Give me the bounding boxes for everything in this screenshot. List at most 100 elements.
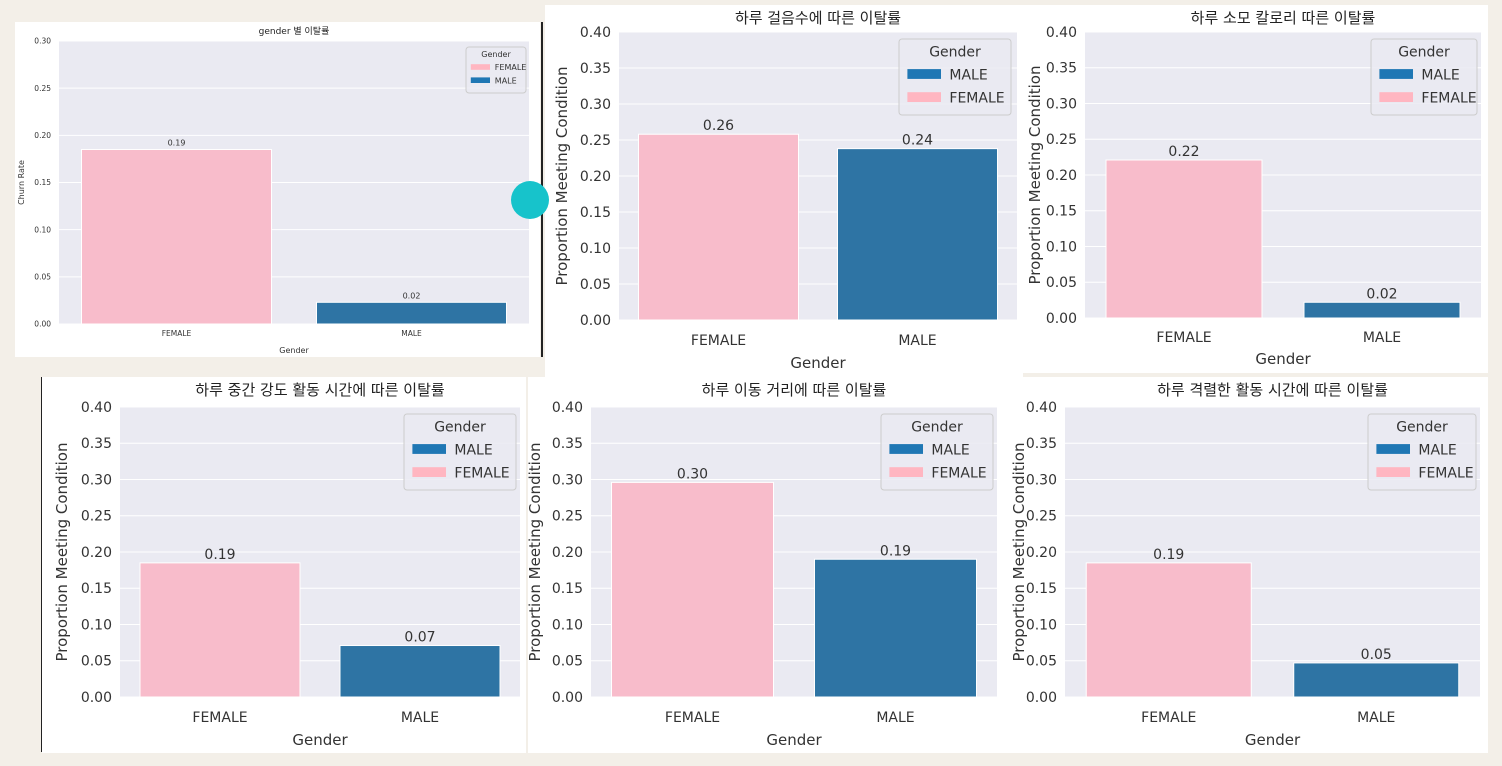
x-tick-label: MALE [1357,710,1395,726]
legend-swatch-female [889,467,923,477]
data-label: 0.02 [1366,286,1397,302]
y-tick-label: 0.10 [552,617,583,633]
data-label: 0.19 [880,543,911,559]
y-tick-label: 0.20 [552,545,583,561]
divider-line [41,377,42,752]
chart-panel-2: 0.00 0.05 0.10 0.15 0.20 0.25 0.30 0.35 0.40 0.26… [545,5,1023,377]
legend-title: Gender [911,420,963,436]
legend-swatch-female [1376,467,1410,477]
chart-gender-churn: 0.00 0.05 0.10 0.15 0.20 0.25 0.30 0.19 FEMALE 0.… [17,26,529,355]
y-tick-label: 0.05 [34,272,51,281]
data-label: 0.26 [703,118,734,134]
y-tick-label: 0.40 [552,400,583,416]
bar-female [638,133,799,321]
chart-panel-1: 0.00 0.05 0.10 0.15 0.20 0.25 0.30 0.19 FEMALE 0.… [15,22,540,357]
y-tick-label: 0.15 [81,581,112,597]
data-label: 0.05 [1361,647,1392,663]
y-tick-label: 0.15 [580,205,611,221]
legend-title: Gender [434,420,486,436]
y-axis-label: Proportion Meeting Condition [1026,66,1044,285]
y-tick-label: 0.00 [1046,311,1077,327]
y-tick-label: 0.05 [580,277,611,293]
chart-vigorous-activity-churn: 0.00 0.05 0.10 0.15 0.20 0.25 0.30 0.35 0.40 0.19… [1010,381,1480,749]
data-label: 0.19 [204,547,235,563]
x-axis-label: Gender [766,731,822,749]
y-tick-label: 0.35 [1046,61,1077,77]
chart-title: 하루 중간 강도 활동 시간에 따른 이탈률 [195,381,445,399]
bar-female [1105,159,1263,319]
chart-distance-churn: 0.00 0.05 0.10 0.15 0.20 0.25 0.30 0.35 0.40 0.30… [528,381,997,749]
legend-swatch-female [470,64,490,70]
legend-entry: MALE [1418,443,1456,459]
y-tick-label: 0.10 [81,617,112,633]
x-tick-label: MALE [401,710,439,726]
y-tick-label: 0.05 [81,654,112,670]
chart-title: 하루 소모 칼로리 따른 이탈률 [1191,9,1376,27]
y-axis-label: Proportion Meeting Condition [1010,443,1028,662]
legend-entry: FEMALE [931,466,986,482]
chart-steps-churn: 0.00 0.05 0.10 0.15 0.20 0.25 0.30 0.35 0.40 0.26… [553,9,1017,372]
y-tick-label: 0.10 [34,225,51,234]
y-tick-label: 0.35 [552,436,583,452]
y-axis-label: Proportion Meeting Condition [553,67,571,286]
y-tick-label: 0.25 [580,133,611,149]
pointer-indicator [511,181,549,219]
x-tick-label: FEMALE [1156,330,1211,346]
legend-entry: FEMALE [454,466,509,482]
x-tick-label: FEMALE [1141,710,1196,726]
legend: Gender FEMALE MALE [465,46,527,94]
data-label: 0.30 [677,466,708,482]
y-tick-label: 0.30 [552,472,583,488]
x-tick-label: MALE [401,329,422,338]
y-tick-label: 0.40 [1026,400,1057,416]
x-tick-label: FEMALE [665,710,720,726]
y-tick-label: 0.40 [81,400,112,416]
y-tick-label: 0.20 [34,131,51,140]
y-tick-label: 0.40 [580,25,611,41]
chart-title: 하루 이동 거리에 따른 이탈률 [702,381,887,399]
legend-swatch-male [470,77,490,83]
y-tick-label: 0.40 [1046,25,1077,41]
x-tick-label: FEMALE [192,710,247,726]
legend-entry: MALE [454,443,492,459]
y-axis-label: Proportion Meeting Condition [528,443,544,662]
y-tick-label: 0.10 [1026,617,1057,633]
y-tick-label: 0.20 [1046,168,1077,184]
chart-calories-churn: 0.00 0.05 0.10 0.15 0.20 0.25 0.30 0.35 0.40 0.22… [1026,9,1481,368]
data-label: 0.19 [168,138,186,147]
legend-entry: MALE [949,68,987,84]
legend: Gender MALE FEMALE [898,38,1012,116]
chart-title: gender 별 이탈률 [259,26,330,37]
chart-moderate-activity-churn: 0.00 0.05 0.10 0.15 0.20 0.25 0.30 0.35 0.40 0.19… [53,381,520,749]
chart-panel-5: 0.00 0.05 0.10 0.15 0.20 0.25 0.30 0.35 0.40 0.30… [528,377,1005,753]
legend-swatch-male [412,444,446,454]
y-tick-label: 0.15 [552,581,583,597]
y-tick-label: 0.35 [1026,436,1057,452]
bar-male [339,645,501,698]
y-tick-label: 0.15 [1046,204,1077,220]
bar-male [1303,301,1461,319]
legend-entry: MALE [495,76,517,85]
y-tick-label: 0.00 [81,690,112,706]
y-tick-label: 0.00 [34,320,51,329]
x-tick-label: MALE [876,710,914,726]
legend-swatch-female [907,92,941,102]
y-tick-label: 0.30 [1026,472,1057,488]
bar-male [316,301,507,325]
y-axis-label: Churn Rate [17,160,26,205]
y-tick-label: 0.30 [81,472,112,488]
chart-panel-3: 0.00 0.05 0.10 0.15 0.20 0.25 0.30 0.35 0.40 0.22… [1023,5,1488,373]
y-tick-label: 0.15 [34,178,51,187]
y-tick-label: 0.10 [1046,239,1077,255]
x-tick-label: MALE [1363,330,1401,346]
data-label: 0.02 [403,291,421,300]
bar-female [81,148,272,325]
legend-swatch-male [889,444,923,454]
bar-female [1085,562,1252,698]
y-tick-label: 0.30 [34,37,51,46]
legend-entry: MALE [931,443,969,459]
y-tick-label: 0.00 [552,690,583,706]
y-tick-label: 0.05 [1026,654,1057,670]
legend: Gender MALE FEMALE [880,413,994,491]
legend-title: Gender [1398,45,1450,61]
